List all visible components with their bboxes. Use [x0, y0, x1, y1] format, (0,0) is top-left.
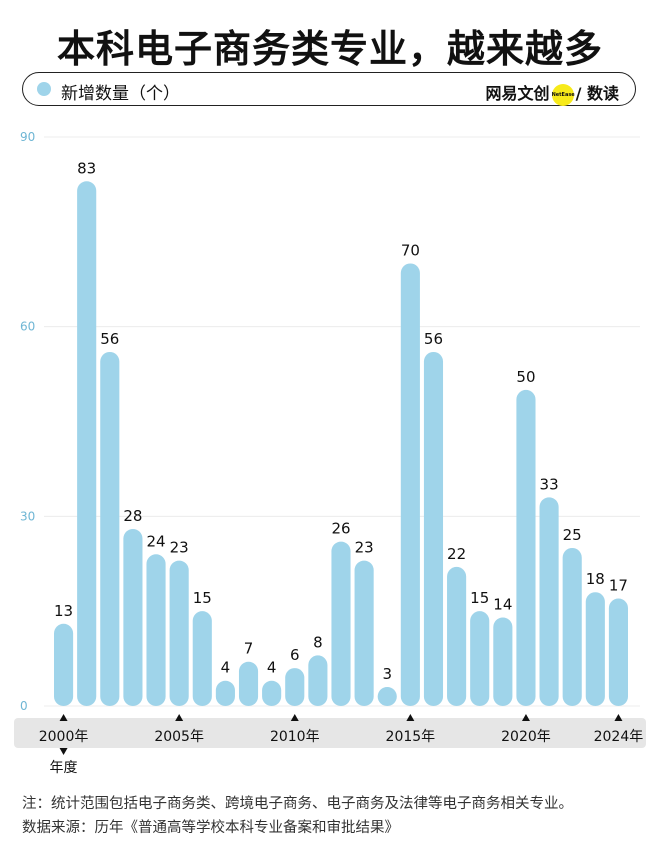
data-label: 4: [267, 659, 277, 677]
source-note: 数据来源：历年《普通高等学校本科专业备案和审批结果》: [22, 820, 399, 836]
data-label: 56: [100, 330, 119, 348]
y-tick-label: 0: [20, 699, 28, 713]
bar: [54, 623, 74, 706]
data-label: 18: [586, 570, 605, 588]
bar: [308, 655, 328, 706]
bar: [238, 661, 259, 706]
data-label: 24: [146, 532, 165, 550]
tick-up-icon: [406, 714, 415, 721]
data-label: 23: [355, 539, 374, 557]
bar: [100, 351, 120, 706]
bar: [470, 611, 490, 706]
legend-label: 新增数量（个）: [61, 84, 180, 104]
bar: [447, 566, 467, 706]
data-label: 15: [470, 589, 489, 607]
brand-name: 网易文创: [485, 84, 550, 103]
tick-up-icon: [290, 714, 299, 721]
bar: [192, 611, 212, 706]
data-label: 17: [609, 577, 628, 595]
data-label: 56: [424, 330, 443, 348]
bar: [146, 554, 166, 706]
data-label: 13: [54, 602, 73, 620]
y-tick-label: 60: [20, 320, 35, 334]
bar: [123, 528, 143, 706]
data-label: 50: [516, 368, 535, 386]
data-label: 25: [563, 526, 582, 544]
bar: [493, 617, 513, 706]
x-tick-label: 2000年: [39, 729, 89, 745]
chart-title: 本科电子商务类专业，越来越多: [56, 27, 603, 71]
y-tick-label: 30: [20, 509, 35, 523]
bar: [377, 687, 397, 706]
data-label: 22: [447, 545, 466, 563]
tick-down-icon: [59, 748, 68, 755]
tick-up-icon: [614, 714, 623, 721]
legend: 新增数量（个） 网易文创 NetEase/ 数读: [22, 72, 636, 106]
data-label: 15: [193, 589, 212, 607]
x-tick-label: 2020年: [501, 729, 551, 745]
data-label: 7: [244, 640, 254, 658]
data-label: 6: [290, 646, 300, 664]
data-label: 14: [493, 595, 512, 613]
x-axis-label: 年度: [50, 760, 78, 776]
tick-up-icon: [521, 714, 530, 721]
bar: [285, 668, 305, 706]
data-label: 4: [221, 659, 231, 677]
bar: [262, 680, 282, 706]
bar: [539, 497, 559, 706]
tick-up-icon: [175, 714, 184, 721]
tick-up-icon: [59, 714, 68, 721]
netease-logo-icon: NetEase: [551, 83, 575, 106]
data-label: 8: [313, 633, 323, 651]
bar: [423, 351, 444, 706]
bar: [562, 547, 582, 706]
bar: [77, 181, 97, 706]
data-label: 23: [170, 539, 189, 557]
bar: [516, 389, 536, 706]
data-label: 3: [382, 665, 392, 683]
data-label: 83: [77, 159, 96, 177]
x-tick-label: 2010年: [270, 729, 320, 745]
x-tick-label: 2005年: [154, 729, 204, 745]
brand-logo: 网易文创 NetEase/ 数读: [486, 80, 619, 106]
bar: [400, 263, 420, 706]
bar: [354, 560, 374, 706]
x-axis-strip: [14, 718, 646, 748]
bar: [585, 592, 605, 706]
bar: [331, 541, 351, 706]
bar: [169, 560, 189, 706]
footnote: 注：统计范围包括电子商务类、跨境电子商务、电子商务及法律等电子商务相关专业。: [22, 796, 573, 812]
legend-swatch-icon: [37, 82, 51, 96]
x-tick-label: 2024年: [594, 729, 644, 745]
data-label: 26: [331, 520, 350, 538]
bars: [54, 181, 628, 706]
bar: [215, 680, 235, 706]
bar: [608, 598, 628, 706]
data-label: 28: [123, 507, 142, 525]
y-tick-label: 90: [20, 130, 35, 144]
data-label: 70: [401, 241, 420, 259]
gridlines: 0 30 60 90: [20, 130, 640, 713]
x-tick-label: 2015年: [386, 729, 436, 745]
data-label: 33: [540, 475, 559, 493]
brand-sub: 数读: [586, 84, 619, 103]
